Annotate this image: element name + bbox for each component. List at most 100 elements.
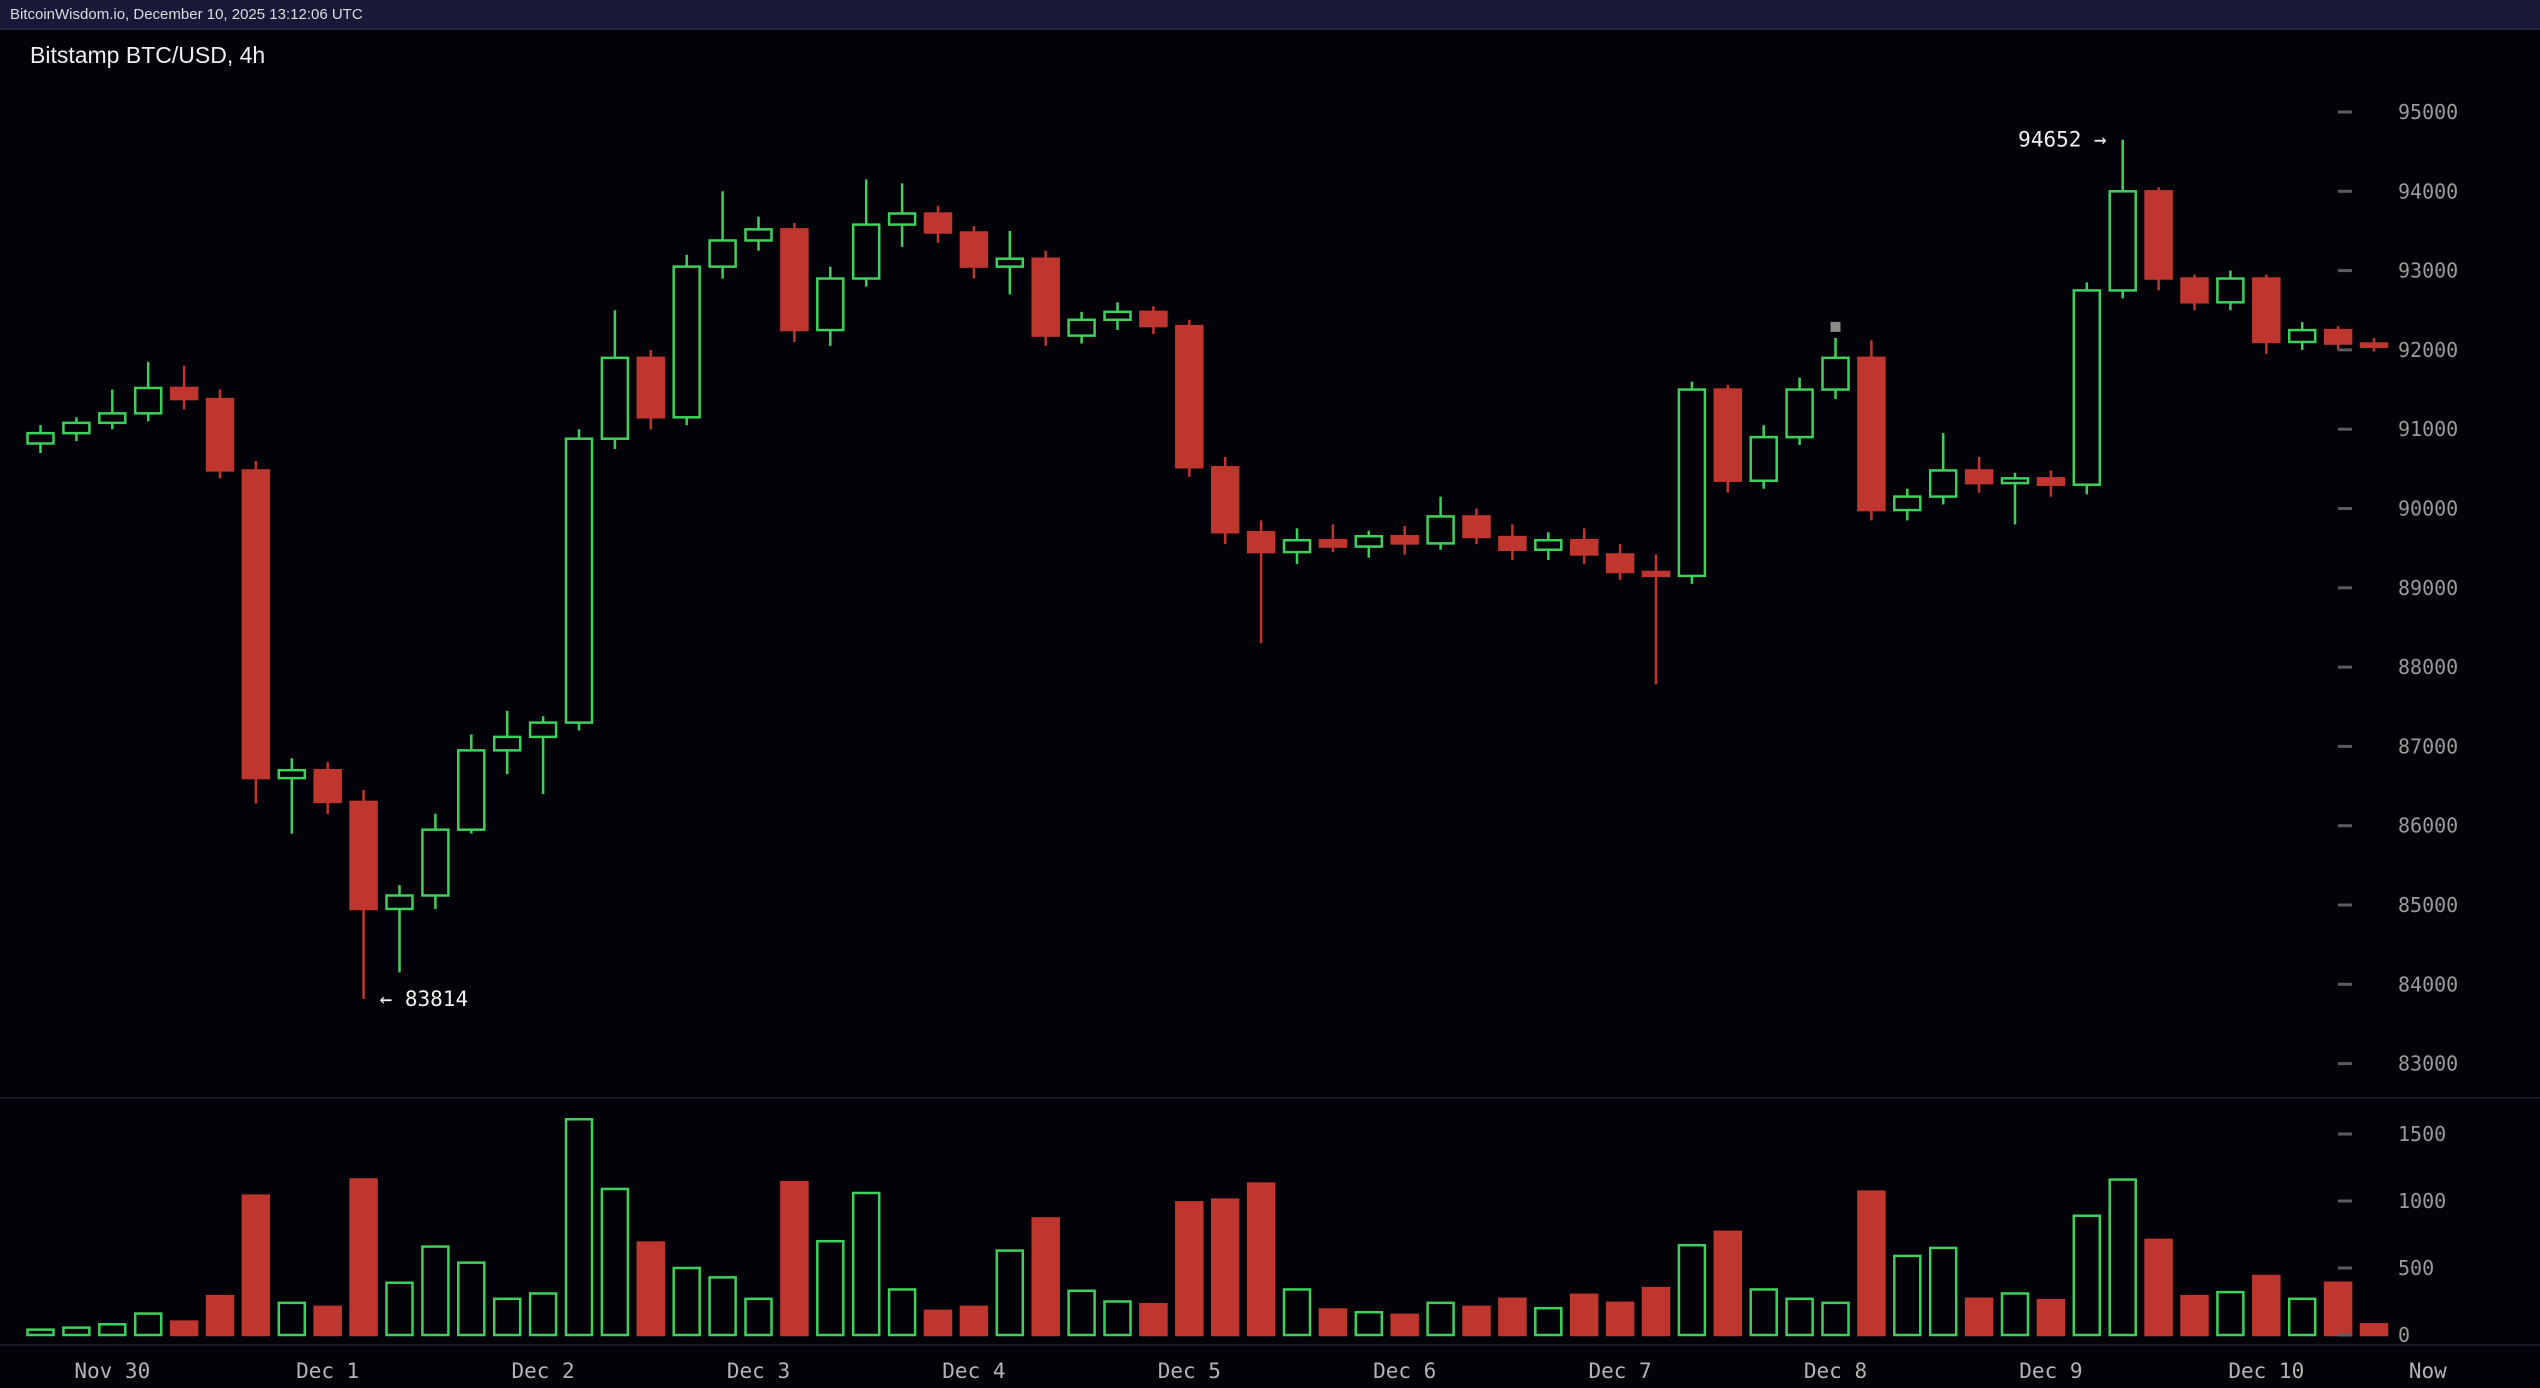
candle-body [277,768,307,780]
candle-body [2180,277,2209,304]
volume-bar [1821,1301,1850,1337]
candle-body [959,231,989,268]
candle-body [887,212,917,226]
volume-bar [26,1328,55,1337]
candle-body [1246,531,1276,554]
volume-bar [2216,1290,2245,1337]
candle-body [133,386,163,415]
price-axis-label: 90000 [2398,497,2458,521]
candle-body [851,223,881,280]
volume-bar [1175,1201,1204,1337]
price-axis-tick [2338,348,2352,352]
time-axis-label: Dec 7 [1588,1359,1651,1383]
volume-axis-tick [2338,1266,2352,1270]
volume-bar [564,1118,594,1337]
candle-body [421,828,450,897]
volume-axis-tick [2338,1132,2352,1136]
price-axis-tick [2338,903,2352,907]
time-axis-label: Now [2409,1359,2447,1383]
price-axis-tick [2338,110,2352,114]
price-axis-label: 95000 [2398,100,2458,124]
volume-bar [672,1266,701,1337]
candle-body [1928,469,1958,498]
volume-bar [349,1178,378,1337]
session-low-annotation: ← 83814 [380,987,469,1011]
candle-body [1462,515,1491,539]
volume-bar [1749,1288,1778,1337]
volume-bar [98,1323,127,1337]
price-axis-label: 92000 [2398,338,2458,362]
price-axis-tick [2338,824,2352,828]
candle-body [528,721,558,739]
price-axis-label: 85000 [2398,893,2458,917]
volume-bar [2180,1294,2209,1337]
candle-body [1713,388,1743,482]
volume-bar [1534,1306,1563,1337]
candle-body [995,257,1025,268]
volume-bar [923,1309,953,1337]
chart-title: Bitstamp BTC/USD, 4h [30,42,266,68]
volume-bar [1605,1301,1635,1337]
volume-axis-tick [2338,1199,2352,1203]
volume-axis-label: 500 [2398,1256,2434,1280]
volume-bar [457,1261,486,1337]
volume-bar [600,1187,630,1337]
price-axis-tick [2338,1062,2352,1066]
volume-bar [1139,1302,1168,1337]
volume-bar [1390,1313,1419,1337]
price-axis-tick [2338,744,2352,748]
volume-bar [241,1194,271,1337]
volume-bar [636,1241,666,1337]
candle-body [600,356,630,440]
volume-bar [1210,1198,1240,1337]
trade-marker [1830,321,1841,332]
time-axis-label: Dec 4 [942,1359,1005,1383]
candle-body [744,228,773,242]
candle-body [2000,477,2030,485]
volume-bar [1318,1308,1348,1337]
price-axis-label: 88000 [2398,655,2458,679]
candle-body [2287,328,2317,344]
volume-bar [1031,1217,1060,1337]
volume-bar [2323,1281,2353,1337]
volume-bar [2000,1292,2030,1337]
candle-body [564,437,594,724]
volume-bar [1103,1300,1132,1337]
volume-bar [1426,1301,1455,1337]
candle-body [1964,469,1994,485]
price-axis-label: 87000 [2398,734,2458,758]
volume-bar [62,1326,91,1337]
candle-body [1282,538,1312,554]
volume-bar [2072,1214,2102,1337]
price-axis-label: 84000 [2398,972,2458,996]
volume-bar [385,1281,414,1337]
volume-bar [1857,1190,1886,1337]
price-axis-tick [2338,427,2352,431]
volume-bar [1677,1243,1707,1337]
time-axis-label: Dec 8 [1804,1359,1867,1383]
top-status-bar: BitcoinWisdom.io, December 10, 2025 13:1… [0,0,2540,29]
volume-bar [2108,1178,2137,1337]
volume-axis-tick [2338,1333,2352,1337]
candle-body [1390,535,1419,545]
volume-bar [1928,1246,1958,1337]
candle-body [98,412,127,425]
volume-axis-label: 0 [2398,1323,2410,1347]
price-axis-label: 94000 [2398,179,2458,203]
candle-body [1139,310,1168,328]
candle-body [313,768,342,804]
candle-body [385,894,414,911]
candle-body [708,239,737,268]
candle-body [241,469,271,780]
volume-bar [2359,1323,2389,1337]
volume-bar [1964,1297,1994,1337]
candle-body [1893,495,1922,512]
candle-body [349,800,378,911]
volume-bar [1785,1297,1814,1337]
volume-bar [851,1191,881,1337]
time-axis-label: Dec 2 [511,1359,574,1383]
candle-body [26,431,55,445]
volume-bar [1462,1305,1491,1337]
